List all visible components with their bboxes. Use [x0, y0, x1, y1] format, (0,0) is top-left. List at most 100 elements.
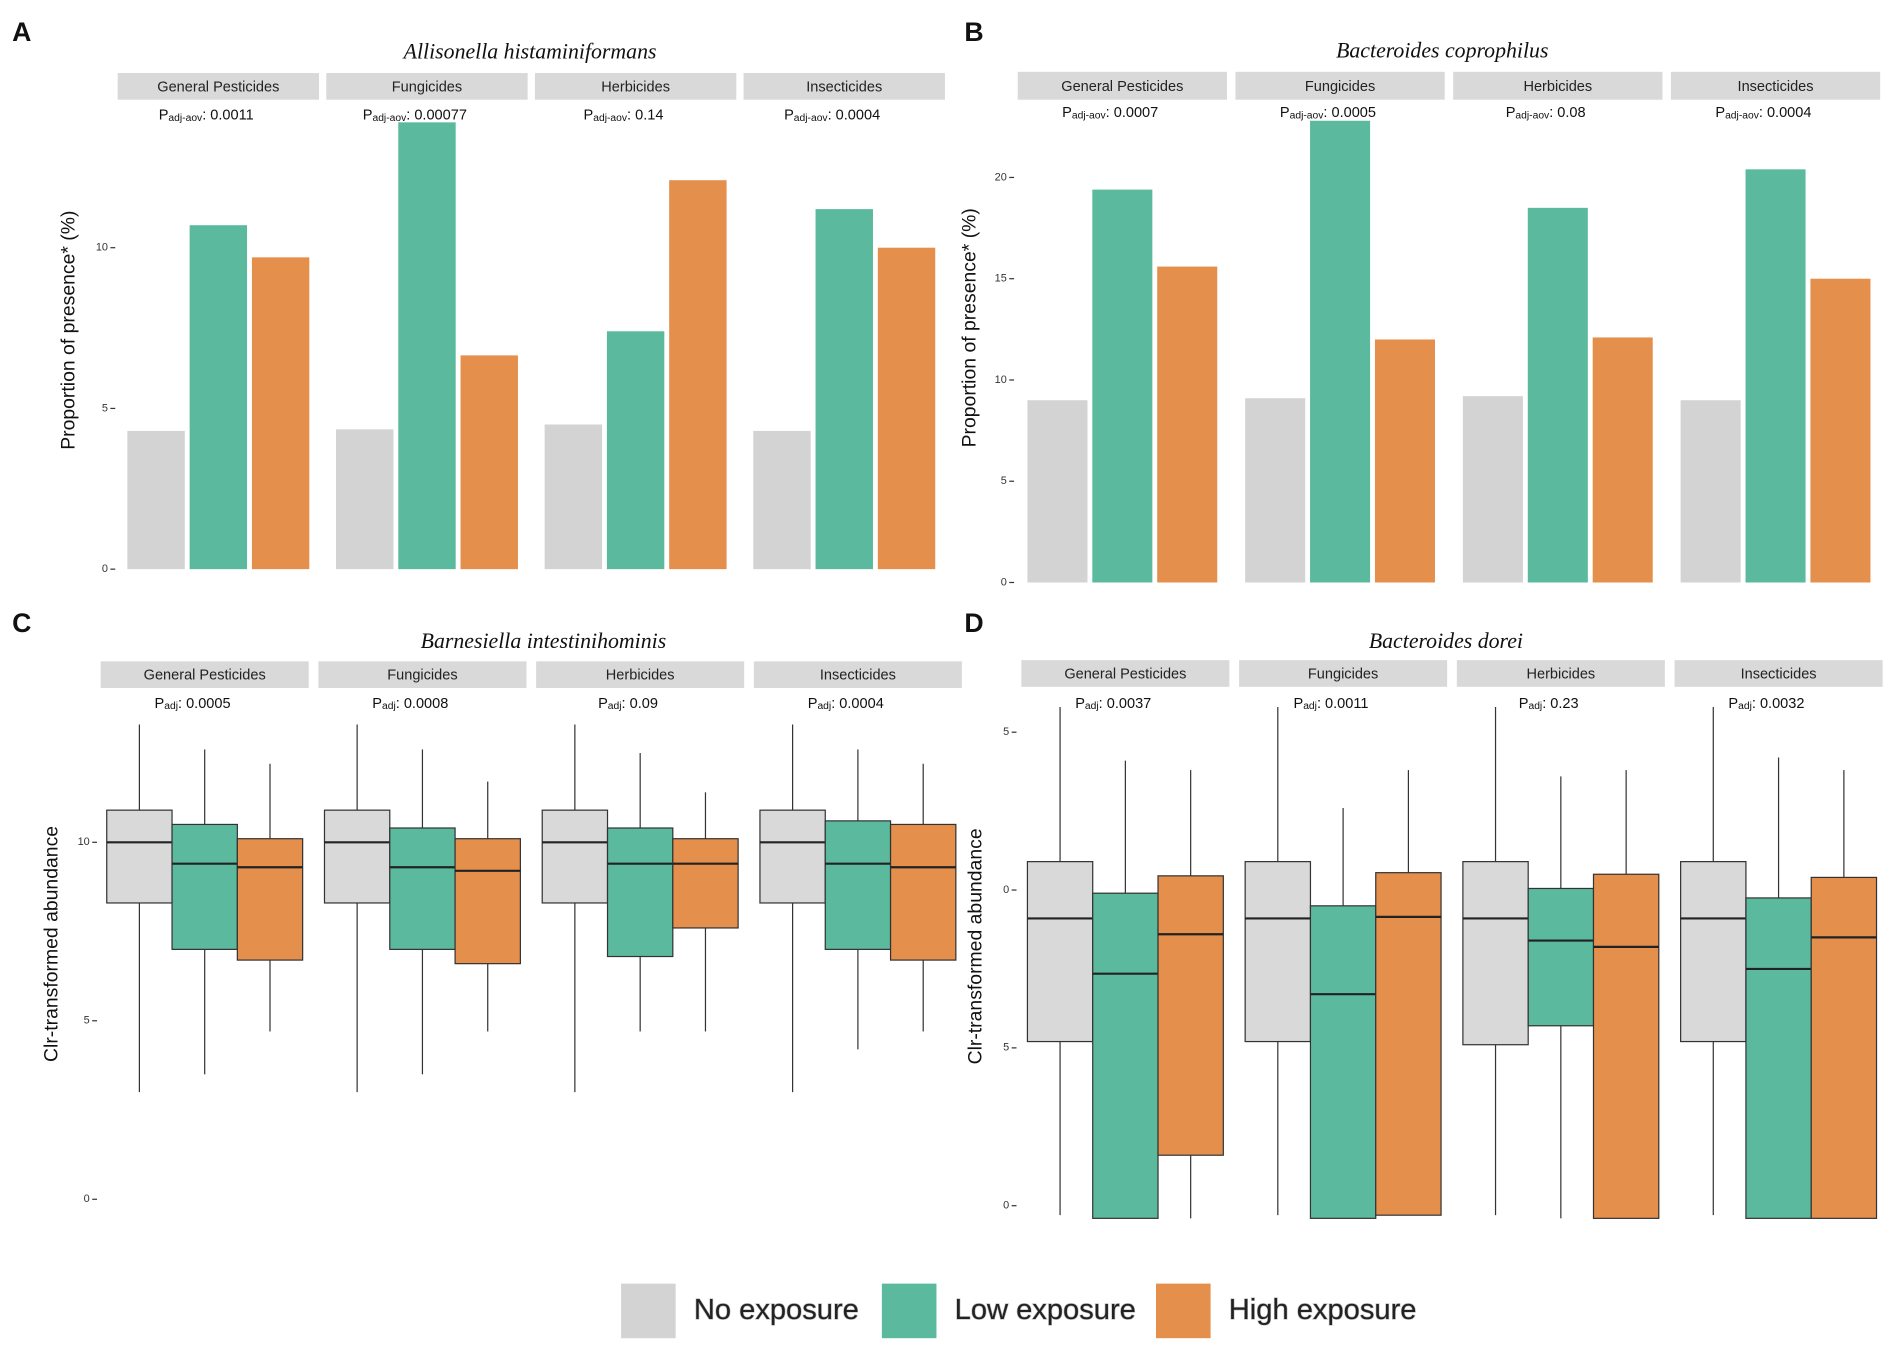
facet-strip	[318, 661, 527, 689]
box	[323, 809, 391, 904]
p-value: Padj: 0.0037	[1075, 696, 1151, 712]
box	[389, 827, 456, 950]
bar	[753, 430, 811, 570]
panel-letter: A	[12, 17, 31, 47]
bar	[1810, 278, 1871, 583]
panel-title: Bacteroides dorei	[1369, 629, 1523, 653]
y-tick-label: 5	[102, 402, 108, 414]
box	[1244, 861, 1312, 1043]
p-symbol: P	[1293, 696, 1303, 712]
facet-label: Fungicides	[392, 79, 462, 95]
box	[1810, 876, 1878, 1219]
y-axis-label: Proportion of presence* (%)	[959, 208, 981, 447]
y-tick-label: 0	[1001, 576, 1007, 588]
p-subscript: adj	[382, 701, 396, 712]
facet-strip	[1235, 71, 1445, 100]
p-symbol: P	[363, 107, 373, 123]
y-tick-label: 15	[995, 273, 1007, 285]
bar	[1027, 400, 1088, 583]
bar	[606, 331, 665, 570]
facet-label: Insecticides	[806, 79, 882, 95]
p-value: Padj: 0.23	[1519, 696, 1579, 712]
facet-label: Herbicides	[601, 79, 670, 95]
legend-swatch	[881, 1283, 937, 1339]
legend-swatch	[1155, 1283, 1211, 1339]
p-text: : 0.14	[627, 107, 663, 123]
facet-label: Herbicides	[1526, 667, 1595, 683]
p-subscript: adj	[1738, 701, 1752, 712]
bar	[815, 209, 873, 570]
p-value: Padj-aov: 0.0004	[784, 107, 880, 123]
panel-title: Bacteroides coprophilus	[1336, 38, 1548, 62]
y-tick-label: 20	[995, 171, 1007, 183]
p-text: : 0.0011	[1317, 696, 1369, 712]
box	[759, 809, 826, 904]
p-symbol: P	[155, 696, 165, 712]
facet-strip	[1670, 71, 1881, 100]
p-symbol: P	[584, 107, 594, 123]
box	[1375, 872, 1442, 1216]
p-value: Padj-aov: 0.0011	[159, 107, 254, 123]
facet-strip	[1456, 660, 1665, 687]
bar	[1310, 120, 1371, 583]
p-symbol: P	[1715, 105, 1725, 121]
box	[1026, 861, 1094, 1043]
bar	[1592, 337, 1653, 583]
facet-strip	[743, 73, 945, 100]
facet-strip	[534, 73, 737, 100]
p-symbol: P	[372, 696, 382, 712]
p-subscript: adj	[1528, 701, 1542, 712]
p-value: Padj-aov: 0.14	[584, 107, 664, 123]
p-value: Padj: 0.0032	[1728, 696, 1804, 712]
p-symbol: P	[808, 696, 818, 712]
y-tick-label: 5	[1003, 1042, 1009, 1054]
y-tick-label: 5	[1001, 475, 1007, 487]
p-text: : 0.0004	[1759, 105, 1812, 121]
p-value: Padj-aov: 0.0005	[1280, 105, 1376, 121]
p-text: : 0.00077	[406, 107, 467, 123]
bar	[1245, 398, 1306, 583]
bar	[189, 225, 248, 570]
p-text: : 0.08	[1549, 105, 1585, 121]
facet-strip	[536, 661, 745, 689]
panel-letter: D	[964, 608, 983, 638]
bar	[251, 257, 310, 570]
p-subscript: adj-aov	[372, 113, 407, 124]
bar	[544, 424, 603, 570]
p-subscript: adj	[1085, 701, 1099, 712]
bar	[669, 180, 727, 570]
p-symbol: P	[1062, 105, 1072, 121]
p-subscript: adj	[1303, 701, 1317, 712]
p-text: : 0.0004	[831, 696, 884, 712]
facet-label: Fungicides	[387, 668, 457, 684]
facet-strip	[117, 73, 320, 100]
bar	[877, 247, 936, 570]
facet-strip	[1239, 660, 1448, 687]
facet-label: Insecticides	[820, 668, 896, 684]
facet-label: Herbicides	[1523, 79, 1592, 95]
bar	[460, 355, 518, 570]
box	[672, 838, 739, 929]
facet-label: Insecticides	[1741, 667, 1817, 683]
y-axis-label: Clr-transformed abundance	[965, 828, 987, 1064]
box	[824, 820, 892, 950]
y-tick-label: 5	[1003, 726, 1009, 738]
y-axis-label: Proportion of presence* (%)	[57, 211, 79, 450]
p-text: : 0.09	[622, 696, 658, 712]
y-tick-label: 0	[1003, 1200, 1009, 1212]
y-tick-label: 0	[102, 563, 108, 575]
bar	[1462, 396, 1523, 583]
y-tick-label: 10	[96, 242, 108, 254]
y-tick-label: 10	[78, 836, 90, 848]
panel-letter: C	[12, 608, 31, 638]
y-tick-label: 0	[1003, 884, 1009, 896]
p-symbol: P	[1280, 105, 1290, 121]
facet-label: General Pesticides	[1064, 667, 1186, 683]
p-value: Padj-aov: 0.00077	[363, 107, 467, 123]
p-subscript: adj-aov	[1725, 110, 1760, 121]
p-subscript: adj	[608, 701, 622, 712]
p-subscript: adj	[817, 701, 831, 712]
p-text: : 0.0005	[1323, 105, 1376, 121]
box	[1092, 892, 1159, 1219]
facet-label: General Pesticides	[157, 79, 279, 95]
